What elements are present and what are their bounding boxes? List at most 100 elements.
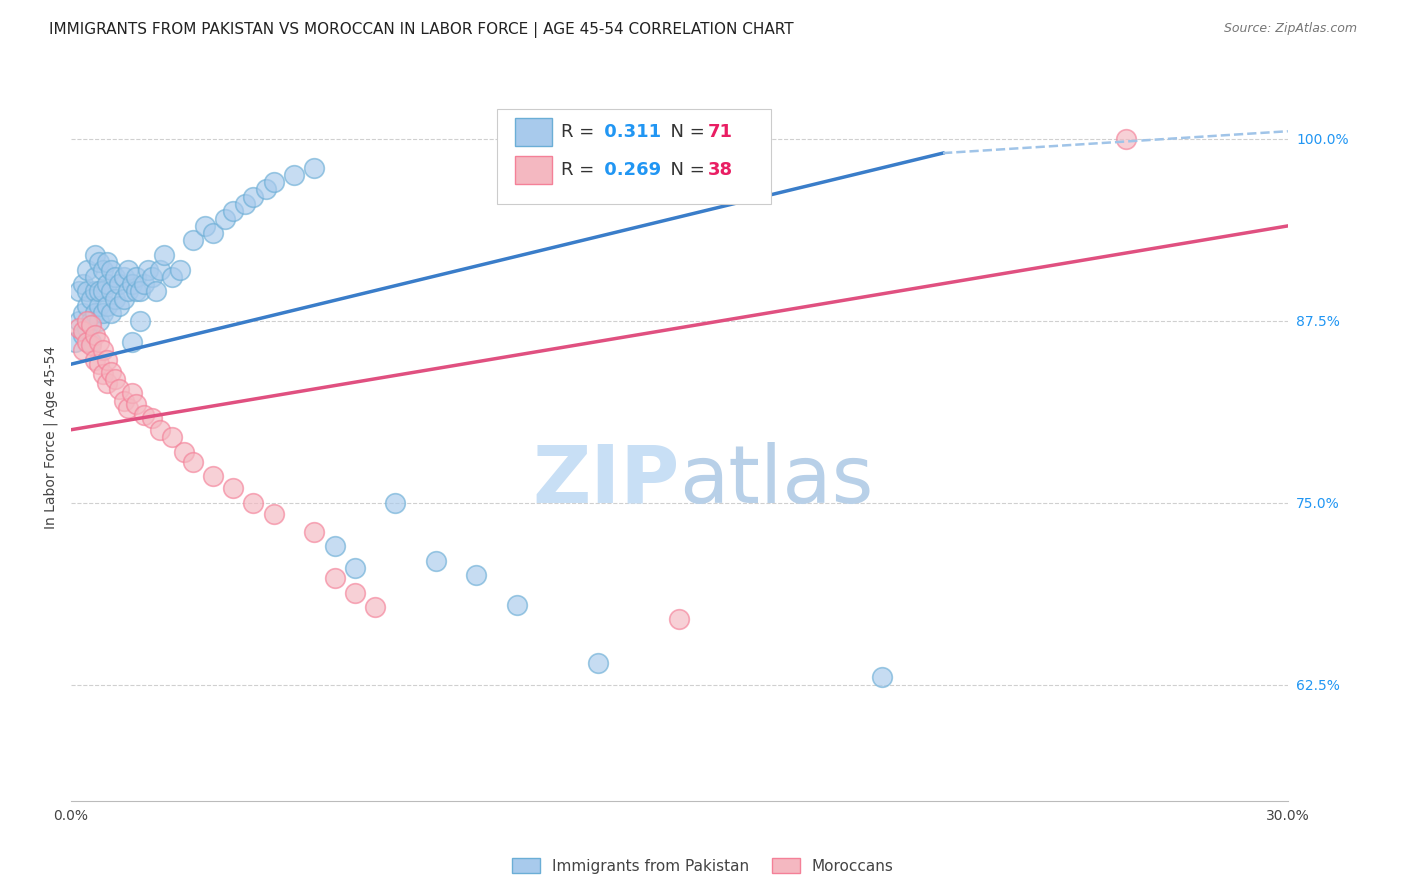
Point	[96, 376, 118, 391]
Point	[125, 285, 148, 299]
Point	[80, 318, 103, 332]
Point	[67, 285, 90, 299]
Text: IMMIGRANTS FROM PAKISTAN VS MOROCCAN IN LABOR FORCE | AGE 45-54 CORRELATION CHAR: IMMIGRANTS FROM PAKISTAN VS MOROCCAN IN …	[49, 22, 794, 38]
Point	[91, 285, 114, 299]
Point	[128, 313, 150, 327]
Point	[214, 211, 236, 226]
Point	[162, 269, 184, 284]
Point	[76, 313, 98, 327]
Text: 71: 71	[707, 123, 733, 141]
Point	[242, 190, 264, 204]
Point	[91, 368, 114, 382]
Point	[153, 248, 176, 262]
Point	[76, 299, 98, 313]
Point	[72, 324, 94, 338]
Point	[222, 481, 245, 495]
Point	[668, 612, 690, 626]
Point	[108, 277, 131, 292]
Point	[100, 262, 122, 277]
Point	[72, 306, 94, 320]
Point	[343, 586, 366, 600]
Text: Source: ZipAtlas.com: Source: ZipAtlas.com	[1223, 22, 1357, 36]
Point	[141, 411, 163, 425]
Point	[145, 285, 167, 299]
Point	[125, 396, 148, 410]
Text: 0.311: 0.311	[598, 123, 661, 141]
Point	[233, 197, 256, 211]
Point	[76, 321, 98, 335]
Text: N =: N =	[658, 123, 710, 141]
Point	[117, 401, 139, 415]
Point	[201, 226, 224, 240]
Point	[302, 524, 325, 539]
Point	[91, 343, 114, 357]
Point	[169, 262, 191, 277]
Point	[302, 161, 325, 175]
Point	[149, 262, 172, 277]
Point	[67, 313, 90, 327]
Text: N =: N =	[658, 161, 710, 178]
Text: R =: R =	[561, 161, 600, 178]
Point	[91, 262, 114, 277]
Point	[323, 539, 346, 553]
Point	[222, 204, 245, 219]
Point	[89, 299, 111, 313]
FancyBboxPatch shape	[515, 118, 551, 145]
Point	[80, 338, 103, 352]
Point	[343, 561, 366, 575]
Point	[242, 495, 264, 509]
Point	[96, 299, 118, 313]
Point	[80, 292, 103, 306]
Point	[72, 328, 94, 343]
Point	[96, 255, 118, 269]
Point	[108, 382, 131, 396]
Point	[76, 262, 98, 277]
Point	[173, 444, 195, 458]
Point	[181, 455, 204, 469]
Point	[425, 554, 447, 568]
Point	[84, 352, 107, 367]
Point	[263, 508, 285, 522]
Point	[89, 357, 111, 371]
Point	[263, 175, 285, 189]
Point	[89, 335, 111, 350]
Point	[323, 571, 346, 585]
Point	[84, 248, 107, 262]
Point	[112, 292, 135, 306]
Point	[141, 269, 163, 284]
Point	[117, 262, 139, 277]
Point	[1115, 131, 1137, 145]
Point	[201, 469, 224, 483]
Point	[121, 277, 143, 292]
Point	[91, 306, 114, 320]
Point	[128, 285, 150, 299]
Point	[104, 372, 127, 386]
Text: 38: 38	[707, 161, 733, 178]
Point	[80, 335, 103, 350]
Point	[104, 292, 127, 306]
Point	[364, 600, 387, 615]
Point	[181, 234, 204, 248]
Point	[194, 219, 217, 233]
Point	[84, 328, 107, 343]
Point	[136, 262, 159, 277]
Point	[132, 408, 155, 422]
Point	[870, 670, 893, 684]
Text: R =: R =	[561, 123, 600, 141]
Text: 0.269: 0.269	[598, 161, 661, 178]
Point	[132, 277, 155, 292]
Point	[121, 386, 143, 401]
Point	[84, 306, 107, 320]
Point	[96, 352, 118, 367]
Point	[100, 285, 122, 299]
Point	[80, 313, 103, 327]
Point	[72, 343, 94, 357]
Point	[84, 285, 107, 299]
Point	[121, 335, 143, 350]
Point	[384, 495, 406, 509]
Point	[125, 269, 148, 284]
Y-axis label: In Labor Force | Age 45-54: In Labor Force | Age 45-54	[44, 345, 58, 529]
Point	[89, 285, 111, 299]
Point	[108, 299, 131, 313]
FancyBboxPatch shape	[515, 156, 551, 184]
